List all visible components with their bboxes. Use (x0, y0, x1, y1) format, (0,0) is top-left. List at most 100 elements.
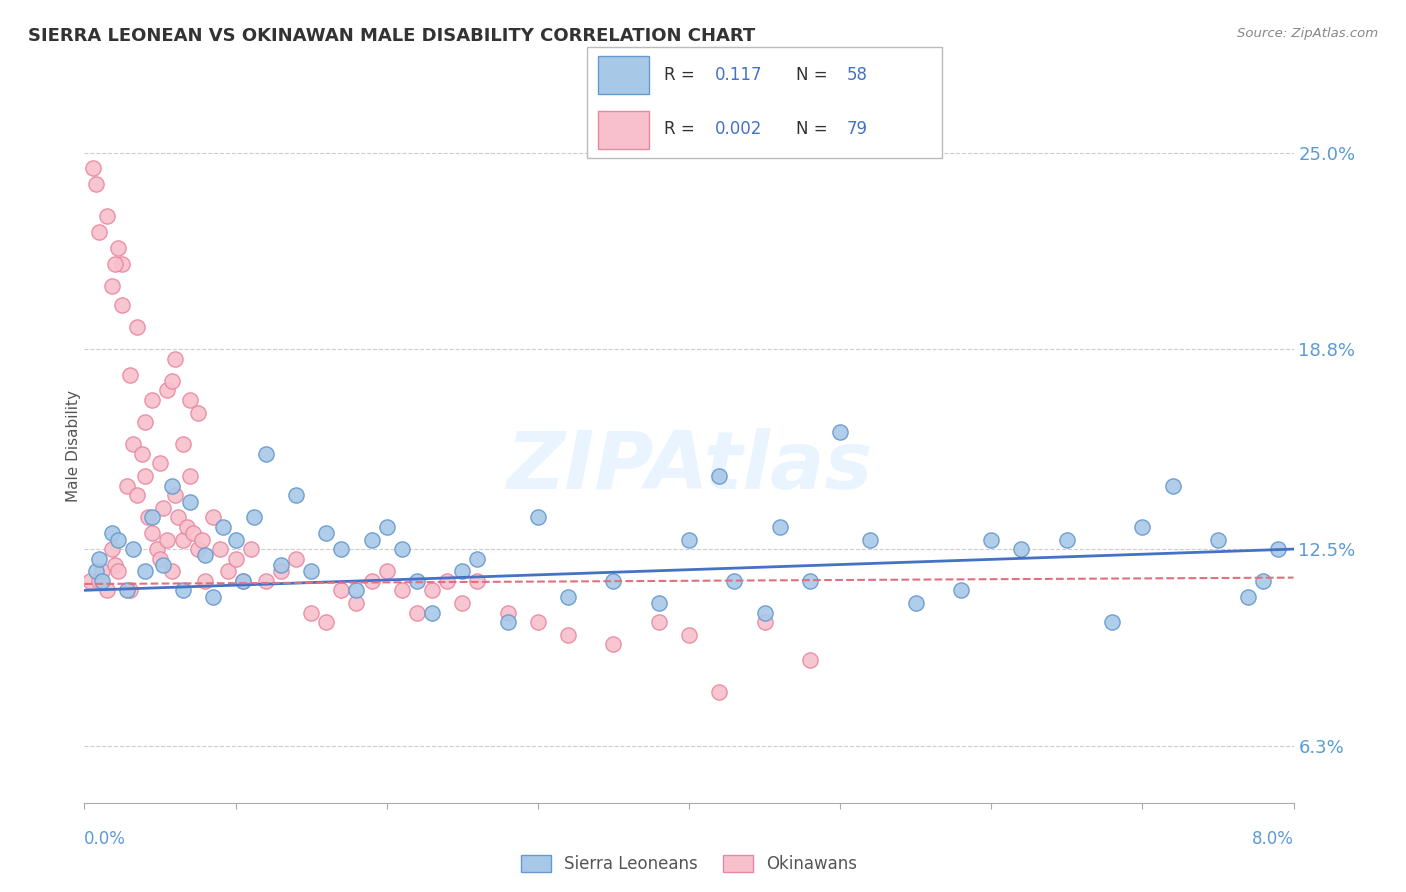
Point (754, 615, 776, 629)
Point (1101, 615, 1123, 629)
Point (160, 564, 183, 578)
Point (111, 298, 134, 312)
Point (360, 533, 382, 547)
Point (859, 533, 882, 547)
Point (830, 425, 852, 439)
Point (104, 257, 127, 271)
Point (406, 574, 429, 588)
Point (111, 257, 134, 271)
Point (89, 574, 111, 588)
Point (346, 596, 368, 610)
Point (270, 558, 292, 572)
Point (187, 406, 209, 420)
Point (270, 564, 292, 578)
Point (709, 469, 731, 483)
Point (118, 368, 141, 382)
Point (284, 488, 308, 502)
Point (91, 574, 114, 588)
Point (179, 392, 201, 407)
Point (232, 574, 254, 588)
Point (89, 551, 111, 566)
Point (141, 526, 163, 541)
Text: ZIPAtlas: ZIPAtlas (506, 428, 872, 507)
Point (163, 488, 186, 502)
Text: N =: N = (796, 120, 827, 138)
Point (557, 628, 579, 642)
Point (149, 551, 172, 566)
Text: 0.002: 0.002 (716, 120, 762, 138)
Point (254, 574, 277, 588)
Point (239, 542, 262, 557)
Point (127, 488, 149, 502)
Point (284, 551, 308, 566)
Point (107, 564, 129, 578)
Point (904, 596, 927, 610)
Point (131, 447, 153, 461)
Point (436, 574, 458, 588)
Point (82, 161, 104, 176)
Point (172, 533, 194, 547)
Point (96, 209, 118, 223)
Point (602, 574, 624, 588)
Text: 8.0%: 8.0% (1251, 830, 1294, 847)
Y-axis label: Male Disability: Male Disability (66, 390, 80, 502)
Point (360, 574, 382, 588)
Point (156, 533, 179, 547)
Point (709, 685, 731, 699)
Point (315, 615, 337, 629)
Point (1237, 590, 1260, 604)
Point (678, 628, 700, 642)
Point (647, 615, 671, 629)
Point (799, 574, 821, 588)
Point (225, 533, 247, 547)
Point (100, 526, 122, 541)
Text: Source: ZipAtlas.com: Source: ZipAtlas.com (1237, 27, 1378, 40)
Point (181, 526, 204, 541)
Point (406, 606, 429, 620)
Point (346, 583, 368, 598)
Point (451, 564, 474, 578)
Text: 0.0%: 0.0% (84, 830, 127, 847)
Point (96, 583, 118, 598)
Point (242, 510, 264, 524)
Point (799, 653, 821, 667)
Point (194, 549, 217, 563)
Point (91, 564, 114, 578)
Point (172, 437, 194, 451)
Point (115, 478, 138, 492)
Text: 58: 58 (846, 66, 868, 84)
Point (391, 542, 413, 557)
Point (79, 574, 101, 588)
Text: R =: R = (664, 66, 695, 84)
Text: R =: R = (664, 120, 695, 138)
Point (209, 542, 232, 557)
Point (467, 574, 489, 588)
Point (179, 469, 201, 483)
Point (187, 542, 209, 557)
Point (299, 564, 322, 578)
Point (315, 526, 337, 541)
Point (134, 469, 156, 483)
Point (134, 564, 156, 578)
Legend: Sierra Leoneans, Okinawans: Sierra Leoneans, Okinawans (515, 848, 863, 880)
Point (723, 574, 745, 588)
Point (330, 583, 353, 598)
Point (254, 447, 277, 461)
Point (127, 320, 149, 334)
Point (160, 478, 183, 492)
Point (527, 510, 550, 524)
Point (89, 225, 111, 239)
Point (420, 606, 443, 620)
Point (1010, 542, 1032, 557)
Point (1056, 533, 1078, 547)
Point (678, 533, 700, 547)
Point (118, 583, 141, 598)
Point (754, 606, 776, 620)
Point (141, 392, 163, 407)
Point (1251, 574, 1274, 588)
Point (496, 615, 519, 629)
Point (167, 510, 190, 524)
Point (134, 415, 156, 429)
Point (86, 564, 108, 578)
Point (141, 510, 163, 524)
